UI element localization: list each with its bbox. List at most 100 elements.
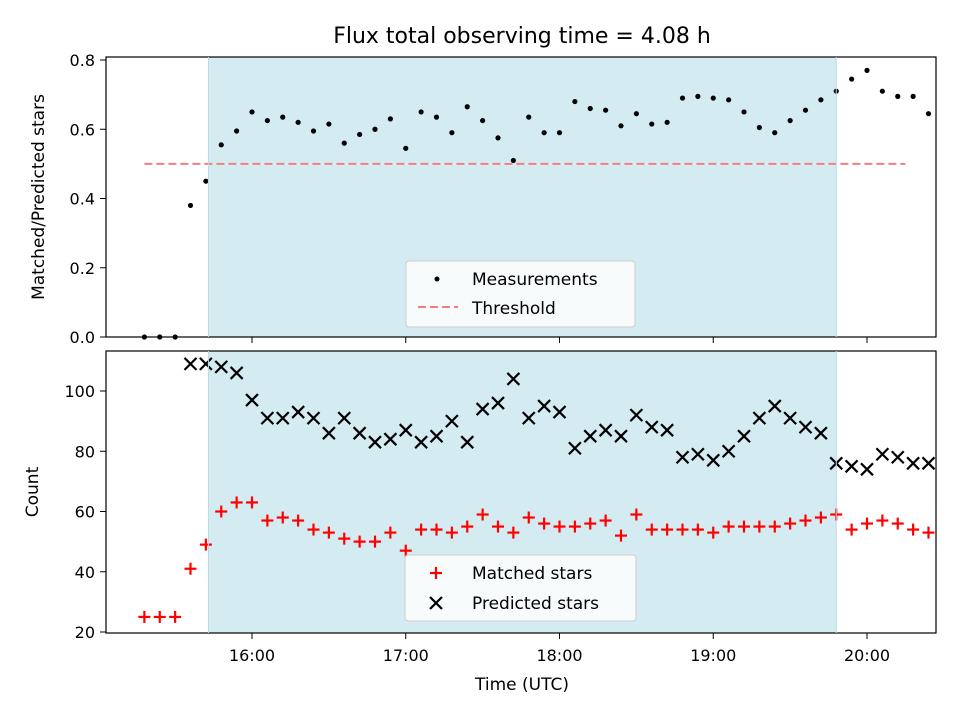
matched-star-point — [691, 523, 704, 536]
matched-star-point — [753, 520, 766, 533]
predicted-star-point — [245, 393, 259, 407]
matched-star-point — [307, 523, 320, 536]
top-legend-box — [405, 260, 636, 328]
matched-star-point — [768, 520, 781, 533]
predicted-star-point — [383, 432, 398, 446]
matched-star-point — [568, 520, 581, 533]
measurement-point — [310, 128, 317, 134]
top-plot-marks — [141, 67, 932, 340]
predicted-star-point — [798, 420, 813, 434]
top-y-axis: 0.0 0.2 0.4 0.6 0.8 — [70, 51, 106, 347]
measurement-point — [326, 121, 332, 127]
matched-star-point — [738, 520, 750, 533]
predicted-star-point — [475, 402, 490, 416]
predicted-star-point — [783, 411, 797, 425]
predicted-star-point — [844, 459, 859, 474]
top-y-tick-label: 0.8 — [70, 51, 95, 70]
top-plot-frame — [105, 56, 937, 338]
measurement-point — [925, 111, 932, 117]
bottom-y-tick-label: 20 — [75, 623, 95, 642]
predicted-star-point — [306, 411, 321, 425]
predicted-star-point — [921, 456, 936, 471]
legend-threshold-label: Threshold — [471, 299, 556, 319]
bottom-plot-marks — [138, 357, 936, 623]
matched-star-point — [261, 514, 274, 527]
legend-matched-stars-marker — [430, 567, 442, 579]
measurement-point — [664, 119, 670, 125]
measurement-point — [910, 93, 916, 99]
predicted-star-point — [368, 435, 382, 449]
predicted-star-point — [767, 399, 782, 413]
matched-star-point — [661, 523, 674, 536]
matched-star-point — [476, 508, 489, 521]
matched-star-point — [215, 505, 228, 518]
predicted-star-point — [275, 411, 290, 425]
bottom-y-tick-label: 100 — [64, 382, 95, 401]
predicted-star-point — [398, 423, 413, 437]
bottom-plot-frame — [105, 350, 937, 634]
measurement-point — [357, 131, 363, 138]
measurement-point — [541, 130, 547, 136]
measurement-point — [203, 178, 209, 184]
measurement-point — [772, 130, 778, 136]
bottom-panel: 20 40 60 80 100 16:00 17:00 18:00 19:00 20:00 Co… — [23, 350, 937, 695]
matched-star-point — [184, 562, 197, 575]
predicted-star-point — [890, 450, 905, 465]
matched-star-point — [922, 526, 935, 539]
bottom-y-tick-label: 80 — [75, 442, 95, 461]
matched-star-point — [384, 526, 397, 539]
matched-star-point — [615, 529, 627, 542]
x-tick-label: 17:00 — [383, 646, 429, 665]
measurement-point — [187, 202, 194, 209]
measurement-point — [556, 130, 563, 136]
predicted-star-point — [614, 429, 628, 443]
top-x-ticks — [251, 337, 868, 343]
matched-star-point — [522, 511, 535, 524]
measurement-point — [341, 140, 347, 146]
measurement-point — [787, 117, 793, 124]
predicted-star-point — [429, 429, 444, 443]
predicted-star-point — [552, 405, 567, 419]
measurement-point — [756, 124, 762, 131]
measurement-point — [879, 88, 885, 94]
measurement-point — [741, 109, 747, 115]
measurement-point — [818, 97, 824, 103]
predicted-star-point — [445, 414, 459, 428]
predicted-star-point — [460, 435, 475, 449]
measurement-point — [418, 109, 424, 115]
measurement-point — [587, 105, 593, 112]
matched-star-point — [246, 496, 258, 509]
matched-star-point — [799, 514, 812, 527]
measurement-point — [849, 76, 855, 82]
matched-star-point — [199, 538, 212, 551]
matched-star-point — [676, 523, 689, 536]
predicted-star-point — [491, 396, 505, 410]
predicted-star-point — [322, 426, 336, 440]
predicted-star-point — [875, 447, 890, 462]
measurement-point — [480, 117, 486, 124]
matched-star-point — [845, 523, 858, 536]
matched-star-point — [538, 517, 551, 530]
predicted-star-point — [629, 408, 644, 422]
matched-star-point — [276, 511, 289, 524]
measurement-point — [695, 93, 701, 99]
predicted-star-point — [183, 357, 198, 371]
measurement-point — [464, 104, 470, 110]
matched-star-point — [353, 535, 366, 548]
measurement-point — [295, 119, 301, 125]
top-y-tick-label: 0.0 — [70, 328, 95, 347]
top-y-tick-label: 0.2 — [70, 259, 95, 278]
measurement-point — [234, 128, 240, 134]
predicted-star-point — [199, 357, 213, 371]
measurement-point — [802, 107, 809, 113]
measurement-point — [864, 67, 870, 73]
predicted-star-point — [568, 441, 582, 456]
matched-star-point — [645, 523, 658, 536]
measurement-point — [526, 114, 532, 120]
legend-predicted-stars-label: Predicted stars — [472, 594, 599, 614]
measurement-point — [726, 97, 732, 103]
predicted-star-point — [691, 447, 705, 462]
predicted-star-point — [229, 366, 244, 380]
matched-star-point — [891, 517, 904, 530]
top-panel: 0.00.20.40.60.8 Matched/Predicted stars … — [29, 51, 937, 347]
